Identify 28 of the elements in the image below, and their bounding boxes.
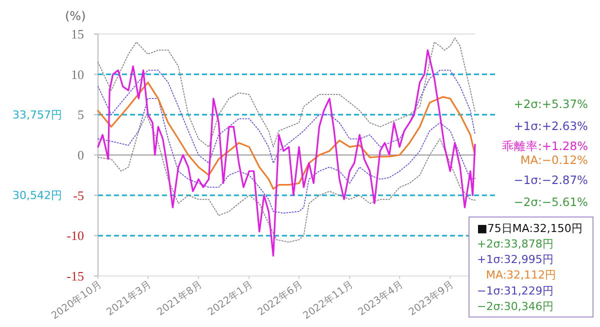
y-tick-label: 0 — [78, 148, 84, 163]
text: −2σ:−5.61% — [514, 195, 588, 210]
line-series — [97, 49, 476, 257]
ref-line-label: 30,542円 — [12, 189, 62, 202]
y-tick-label: -5 — [73, 188, 84, 203]
y-tick-label: 15 — [71, 26, 84, 42]
y-tick-label: 5 — [78, 107, 84, 122]
y-tick-label: 10 — [71, 66, 84, 82]
text: +2σ:33,878円 — [477, 237, 554, 250]
text: −2σ:30,346円 — [477, 300, 554, 313]
line-series — [98, 70, 476, 164]
text: −1σ:31,229円 — [477, 284, 554, 298]
text: ■75日MA:32,150円 — [477, 222, 582, 235]
y-tick-label: -15 — [66, 268, 84, 284]
text: −1σ:−2.87% — [514, 173, 588, 188]
line-series — [98, 98, 476, 214]
line-series — [98, 38, 476, 148]
text: MA:32,112円 — [486, 268, 556, 282]
ref-line-label: 33,757円 — [12, 108, 62, 122]
y-tick-label: -10 — [66, 228, 84, 244]
text: +1σ:+2.63% — [514, 119, 588, 134]
text: MA:−0.12% — [520, 153, 588, 168]
line-series — [97, 82, 476, 190]
y-axis-title: (%) — [65, 9, 86, 23]
text: +2σ:+5.37% — [514, 97, 588, 112]
text: +1σ:32,995円 — [477, 253, 554, 266]
text: 乖離率:+1.28% — [502, 139, 588, 154]
line-series — [98, 114, 476, 243]
